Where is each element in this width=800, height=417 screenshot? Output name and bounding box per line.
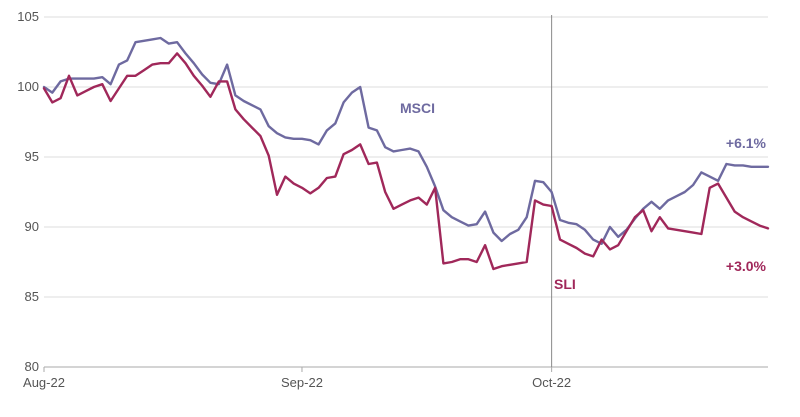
series-line-msci	[42, 36, 770, 245]
x-tick-label: Sep-22	[281, 375, 323, 390]
y-tick-label: 100	[17, 79, 39, 94]
series-label-sli: SLI	[554, 276, 576, 292]
x-tick-label: Oct-22	[532, 375, 571, 390]
y-tick-label: 105	[17, 9, 39, 24]
series-label-msci: MSCI	[400, 100, 435, 116]
end-label-msci: +6.1%	[726, 135, 767, 151]
y-tick-label: 85	[25, 289, 39, 304]
y-tick-label: 90	[25, 219, 39, 234]
end-label-sli: +3.0%	[726, 258, 767, 274]
x-tick-label: Aug-22	[23, 375, 65, 390]
grid-lines	[44, 16, 768, 298]
series-line-sli	[42, 52, 770, 271]
y-tick-label: 80	[25, 359, 39, 374]
y-tick-label: 95	[25, 149, 39, 164]
series-lines	[42, 36, 770, 271]
x-axis: Aug-22 Sep-22 Oct-22	[23, 366, 768, 390]
y-tick-labels: 80 85 90 95 100 105	[17, 9, 39, 374]
